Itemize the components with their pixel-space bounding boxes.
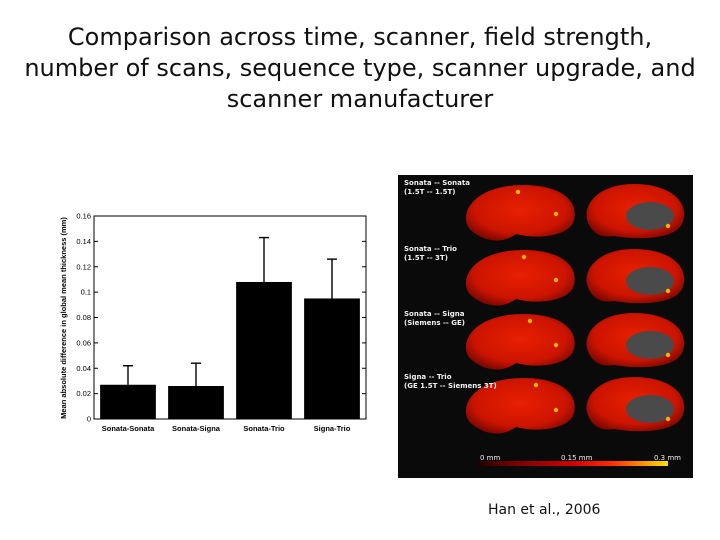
y-tick-label: 0.02 xyxy=(76,389,91,398)
bars xyxy=(100,236,360,419)
hotspot xyxy=(553,211,559,217)
hotspot xyxy=(665,416,671,422)
slide-title: Comparison across time, scanner, field s… xyxy=(20,22,700,115)
title-line-1: Comparison across time, scanner, field s… xyxy=(67,23,653,51)
colorbar-tick-mid: 0.15 mm xyxy=(561,454,593,462)
hotspot xyxy=(533,382,539,388)
citation: Han et al., 2006 xyxy=(488,502,600,518)
colorbar-tick-min: 0 mm xyxy=(480,454,501,462)
x-tick-label: Sonata-Sonata xyxy=(102,424,155,433)
x-tick-label: Sonata-Trio xyxy=(243,424,285,433)
y-tick-label: 0.08 xyxy=(76,313,91,322)
y-axis-ticks: 0 0.02 0.04 0.06 0.08 0.1 0.12 0.14 0.16 xyxy=(76,212,366,424)
medial-wall xyxy=(626,331,674,359)
x-axis-labels: Sonata-Sonata Sonata-Signa Sonata-Trio Sign… xyxy=(102,424,351,433)
hotspot xyxy=(521,254,527,260)
medial-wall xyxy=(626,202,674,230)
y-tick-label: 0.16 xyxy=(76,212,91,221)
hotspot xyxy=(553,277,559,283)
y-tick-label: 0.1 xyxy=(81,288,91,297)
hotspot xyxy=(665,352,671,358)
brain-surfaces xyxy=(465,183,685,434)
hotspot xyxy=(515,189,521,195)
hotspot xyxy=(553,407,559,413)
brain-label-2: Sonata -- Trio (1.5T -- 3T) xyxy=(404,245,457,262)
lateral-brain-surface xyxy=(465,249,575,306)
medial-wall xyxy=(626,395,674,423)
bar xyxy=(304,298,360,419)
title-line-3: scanner manufacturer xyxy=(226,85,494,113)
y-tick-label: 0.14 xyxy=(76,237,91,246)
citation-year: 2006 xyxy=(564,502,601,518)
lateral-brain-surface xyxy=(465,184,575,241)
cortical-thickness-maps: Sonata -- Sonata (1.5T -- 1.5T) Sonata -… xyxy=(398,175,693,478)
x-tick-label: Signa-Trio xyxy=(314,424,351,433)
bar-chart: 0 0.02 0.04 0.06 0.08 0.1 0.12 0.14 0.16 Sonata-… xyxy=(59,212,367,433)
title-line-2: number of scans, sequence type, scanner … xyxy=(24,54,696,82)
colorbar xyxy=(478,461,668,466)
medial-wall xyxy=(626,267,674,295)
x-tick-label: Sonata-Signa xyxy=(172,424,221,433)
lateral-brain-surface xyxy=(465,313,575,370)
hotspot xyxy=(527,318,533,324)
y-axis-label: Mean absolute difference in global mean … xyxy=(59,217,68,419)
hotspot xyxy=(665,288,671,294)
y-tick-label: 0 xyxy=(87,415,91,424)
citation-author: Han et al., xyxy=(488,502,561,518)
y-tick-label: 0.04 xyxy=(76,364,91,373)
y-tick-label: 0.12 xyxy=(76,262,91,271)
hotspot xyxy=(665,223,671,229)
y-tick-label: 0.06 xyxy=(76,338,91,347)
brain-label-3: Sonata -- Signa (Siemens -- GE) xyxy=(404,310,465,327)
bar xyxy=(236,281,292,419)
hotspot xyxy=(553,342,559,348)
brain-label-1: Sonata -- Sonata (1.5T -- 1.5T) xyxy=(404,179,470,196)
bar xyxy=(168,386,224,419)
brain-label-4: Signa -- Trio (GE 1.5T -- Siemens 3T) xyxy=(404,373,497,390)
colorbar-tick-max: 0.3 mm xyxy=(654,454,681,462)
bar xyxy=(100,384,156,419)
lateral-brain-surface xyxy=(465,377,575,434)
